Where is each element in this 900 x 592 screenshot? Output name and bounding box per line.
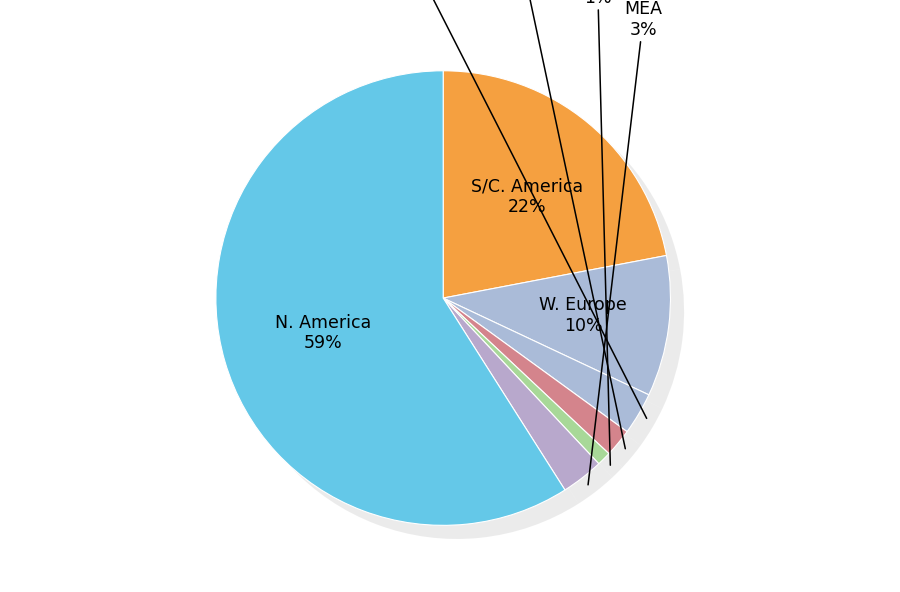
Wedge shape <box>443 298 649 432</box>
Text: MEA
3%: MEA 3% <box>588 0 662 485</box>
Wedge shape <box>230 85 579 539</box>
Text: S/C. America
22%: S/C. America 22% <box>471 177 583 216</box>
Wedge shape <box>457 312 662 445</box>
Wedge shape <box>443 298 627 453</box>
Wedge shape <box>457 312 612 504</box>
Wedge shape <box>443 256 670 395</box>
Text: W. Europe
10%: W. Europe 10% <box>539 297 627 335</box>
Wedge shape <box>457 312 623 477</box>
Wedge shape <box>457 269 684 408</box>
Text: E. Europe
1%: E. Europe 1% <box>556 0 640 465</box>
Wedge shape <box>443 71 666 298</box>
Text: Asia
3%: Asia 3% <box>398 0 646 419</box>
Text: Australasia
2%: Australasia 2% <box>474 0 626 449</box>
Wedge shape <box>443 298 598 490</box>
Wedge shape <box>216 71 565 525</box>
Text: N. America
59%: N. America 59% <box>275 314 372 352</box>
Wedge shape <box>443 298 609 464</box>
Wedge shape <box>457 312 641 467</box>
Wedge shape <box>457 85 680 312</box>
